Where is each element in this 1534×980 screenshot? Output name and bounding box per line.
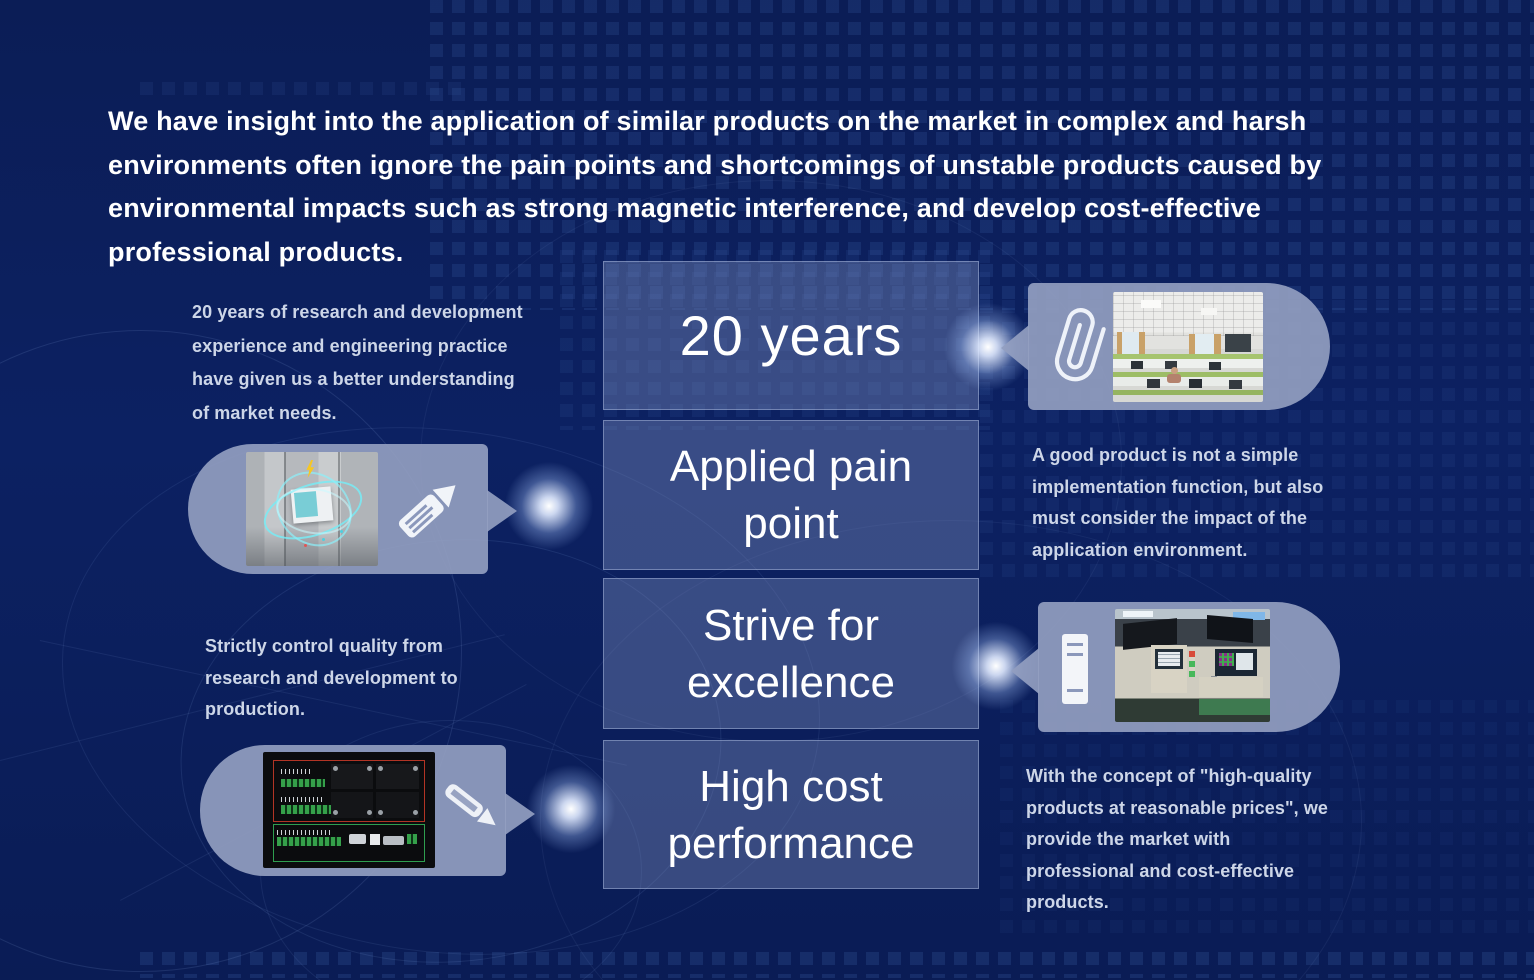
bubble-tail [505,793,535,835]
callout-bubble-factory [1011,602,1340,732]
office-photo [1113,292,1263,402]
feature-box-strive-for-excellence: Strive for excellence [603,578,979,729]
note-cost-concept: With the concept of "high-quality produc… [1026,766,1329,912]
glow-dot [503,460,595,552]
paperclip-icon [1055,308,1106,382]
factory-photo [1115,609,1270,722]
feature-box-high-cost-performance: High cost performance [603,740,979,889]
callout-bubble-controller [200,745,535,876]
pen-icon [445,784,496,826]
bubble-tail [1011,648,1039,694]
pixel-grid-pattern [140,952,1534,978]
pencil-icon [398,485,456,538]
callout-bubble-device [188,444,517,574]
callout-bubble-office [1001,283,1330,410]
feature-box-20-years: 20 years [603,261,979,410]
bubble-tail [487,490,517,532]
note-research-experience: 20 years of research and development exp… [192,302,523,423]
bubble-tail [1001,325,1029,371]
device-photo [246,452,378,566]
note-quality-control: Strictly control quality from research a… [205,636,458,719]
controller-photo [263,752,435,868]
note-good-product: A good product is not a simple implement… [1032,445,1324,560]
binder-spine-icon [1062,634,1088,704]
feature-box-applied-pain-point: Applied pain point [603,420,979,570]
intro-paragraph: We have insight into the application of … [108,106,1322,267]
